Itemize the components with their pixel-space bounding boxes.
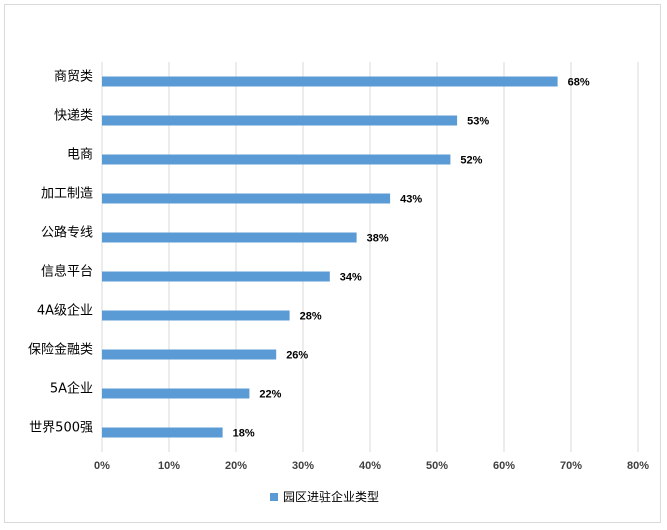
bar xyxy=(102,193,391,204)
bar xyxy=(102,76,558,87)
x-tick-label: 60% xyxy=(493,460,515,472)
category-label: 商贸类 xyxy=(54,70,93,85)
x-tick-label: 50% xyxy=(426,460,448,472)
bar xyxy=(102,271,330,282)
data-label: 43% xyxy=(400,194,422,206)
x-tick-label: 80% xyxy=(627,460,649,472)
data-label: 34% xyxy=(340,272,362,284)
data-label: 53% xyxy=(467,116,489,128)
category-label: 5A企业 xyxy=(50,381,93,397)
bar xyxy=(102,154,451,165)
data-label: 38% xyxy=(367,233,389,245)
x-tick-label: 0% xyxy=(94,460,110,472)
data-label: 68% xyxy=(568,77,590,89)
bar xyxy=(102,349,277,360)
data-label: 28% xyxy=(300,311,322,323)
data-label: 52% xyxy=(460,155,482,167)
data-label: 22% xyxy=(259,389,281,401)
legend: 园区进驻企业类型 xyxy=(270,488,379,505)
x-tick-label: 40% xyxy=(359,460,381,472)
bar xyxy=(102,388,250,399)
category-label: 快递类 xyxy=(54,109,93,124)
bar xyxy=(102,427,223,438)
category-label: 4A级企业 xyxy=(37,303,93,319)
legend-label: 园区进驻企业类型 xyxy=(283,490,380,504)
data-label: 18% xyxy=(233,428,255,440)
category-label: 世界500强 xyxy=(29,421,93,436)
bar xyxy=(102,232,357,243)
legend-swatch xyxy=(270,492,278,501)
bar xyxy=(102,115,458,126)
x-tick-label: 20% xyxy=(225,460,247,472)
category-label: 信息平台 xyxy=(41,264,93,280)
category-label: 公路专线 xyxy=(41,225,93,241)
x-tick-label: 70% xyxy=(560,460,582,472)
x-tick-label: 10% xyxy=(158,460,180,472)
category-label: 电商 xyxy=(67,148,93,163)
category-label: 加工制造 xyxy=(41,187,93,202)
data-label: 26% xyxy=(286,350,308,362)
category-label: 保险金融类 xyxy=(28,342,93,358)
x-tick-label: 30% xyxy=(292,460,314,472)
bar xyxy=(102,310,290,321)
